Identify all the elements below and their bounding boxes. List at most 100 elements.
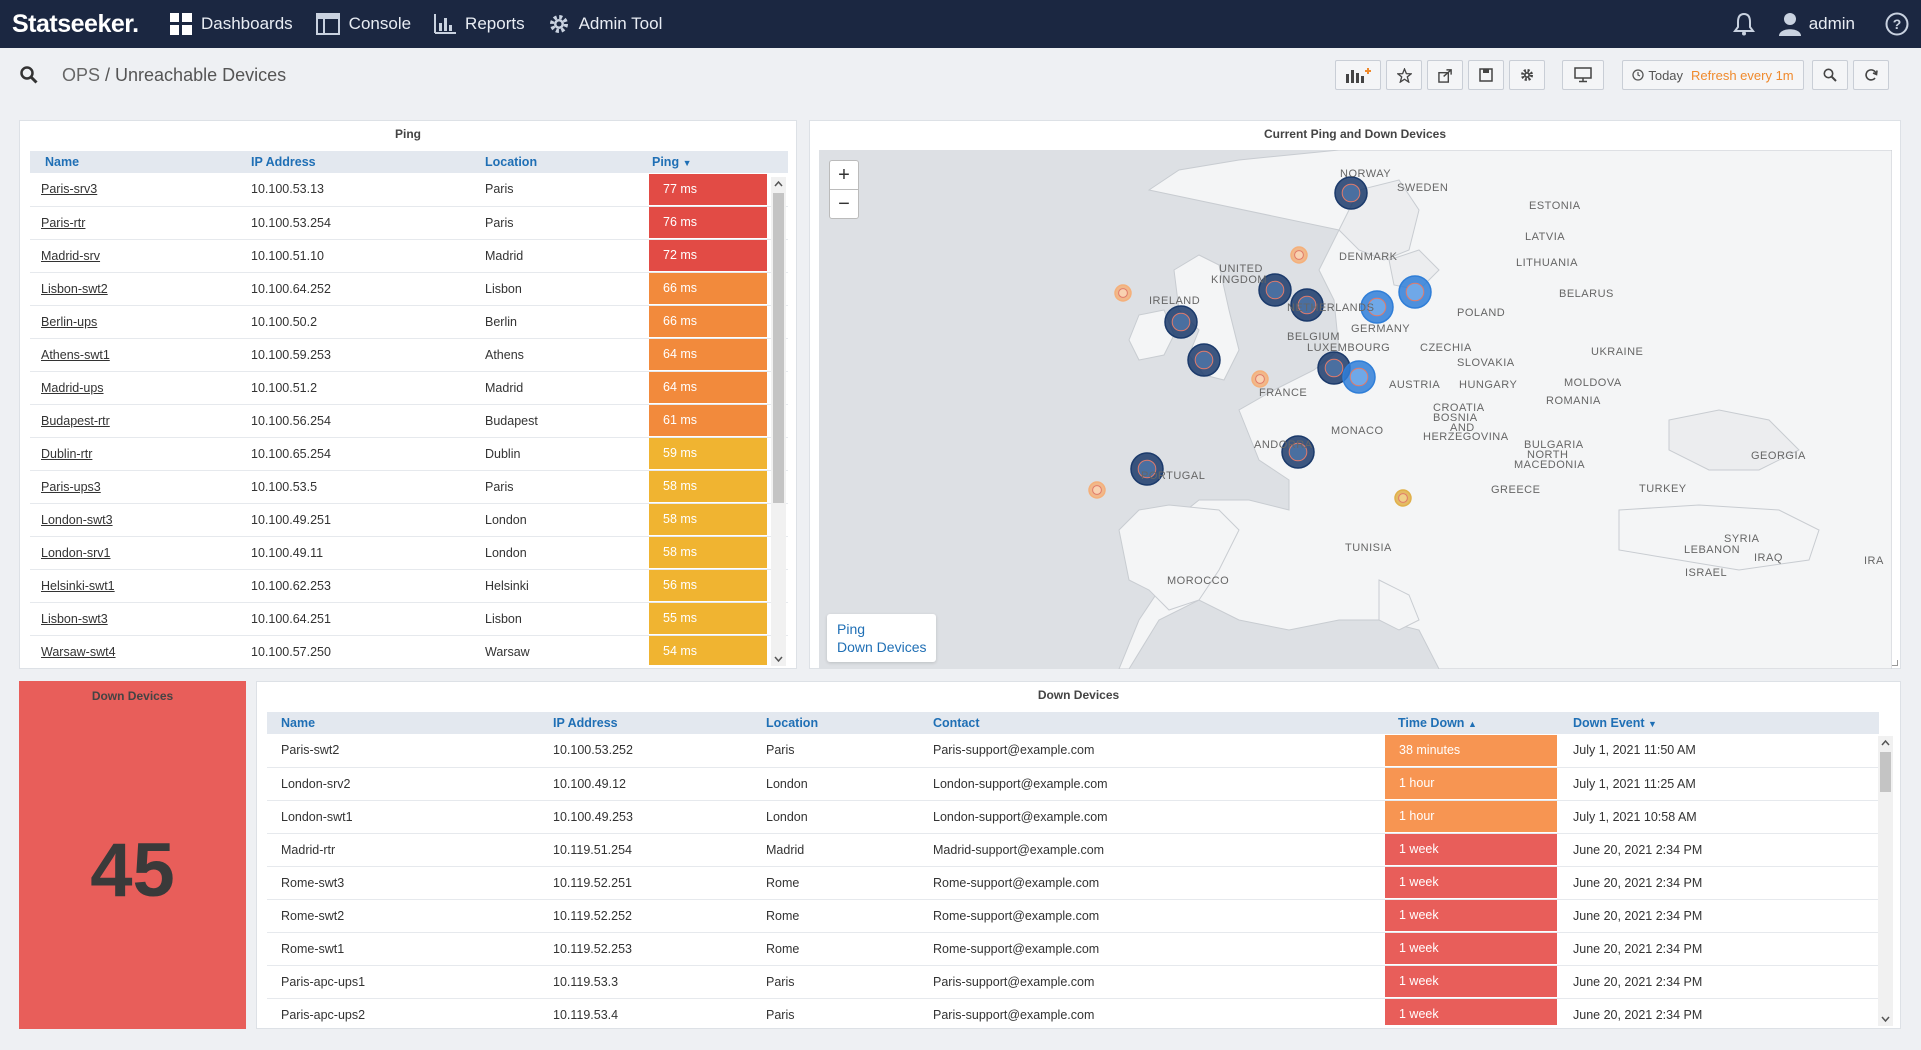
device-name-cell[interactable]: Helsinki-swt1 (30, 569, 248, 603)
table-row[interactable]: Budapest-rtr 10.100.56.254 Budapest 61 ms (30, 404, 788, 438)
col-time-down[interactable]: Time Down ▲ (1385, 712, 1560, 734)
col-name[interactable]: Name (267, 712, 540, 734)
table-row[interactable]: Lisbon-swt3 10.100.64.251 Lisbon 55 ms (30, 602, 788, 636)
table-row[interactable]: London-swt1 10.100.49.253 London London-sup… (267, 800, 1879, 834)
down-device-marker[interactable] (1258, 273, 1292, 307)
device-name-cell[interactable]: Budapest-rtr (30, 404, 248, 438)
table-row[interactable]: Paris-ups3 10.100.53.5 Paris 58 ms (30, 470, 788, 504)
table-row[interactable]: London-swt3 10.100.49.251 London 58 ms (30, 503, 788, 537)
ping-scrollbar[interactable] (771, 177, 786, 666)
col-location[interactable]: Location (753, 712, 920, 734)
table-row[interactable]: Madrid-rtr 10.119.51.254 Madrid Madrid-supp… (267, 833, 1879, 867)
device-name-link[interactable]: Berlin-ups (41, 314, 98, 329)
legend-down-devices[interactable]: Down Devices (837, 639, 927, 655)
ping-marker[interactable] (1398, 275, 1432, 309)
table-row[interactable]: Athens-swt1 10.100.59.253 Athens 64 ms (30, 338, 788, 372)
col-down-event[interactable]: Down Event ▼ (1560, 712, 1879, 734)
device-name-cell[interactable]: Berlin-ups (30, 305, 248, 339)
table-row[interactable]: Lisbon-swt2 10.100.64.252 Lisbon 66 ms (30, 272, 788, 306)
device-name-cell[interactable]: Paris-ups3 (30, 470, 248, 504)
col-contact[interactable]: Contact (920, 712, 1385, 734)
share-button[interactable] (1427, 60, 1463, 90)
device-name-cell[interactable]: Madrid-srv (30, 239, 248, 273)
col-ping[interactable]: Ping ▼ (649, 151, 788, 173)
col-location[interactable]: Location (482, 151, 649, 173)
table-row[interactable]: Berlin-ups 10.100.50.2 Berlin 66 ms (30, 305, 788, 339)
ping-marker[interactable] (1088, 481, 1106, 499)
device-name-link[interactable]: London-srv1 (41, 545, 111, 560)
bell-icon[interactable] (1732, 12, 1755, 36)
brand-logo[interactable]: Statseeker. (12, 9, 139, 38)
add-panel-button[interactable] (1335, 60, 1381, 90)
time-range-button[interactable]: Today Refresh every 1m (1622, 60, 1804, 90)
table-row[interactable]: Rome-swt1 10.119.52.253 Rome Rome-support@e… (267, 932, 1879, 966)
col-ip[interactable]: IP Address (540, 712, 753, 734)
device-name-link[interactable]: Warsaw-swt4 (41, 644, 116, 659)
breadcrumb-root[interactable]: OPS (62, 64, 101, 85)
col-ip[interactable]: IP Address (248, 151, 482, 173)
ping-marker[interactable] (1114, 284, 1132, 302)
table-row[interactable]: Madrid-ups 10.100.51.2 Madrid 64 ms (30, 371, 788, 405)
table-row[interactable]: Dublin-rtr 10.100.65.254 Dublin 59 ms (30, 437, 788, 471)
map-view[interactable]: NORWAY SWEDEN ESTONIA LATVIA DENMARK LITHUANI… (819, 150, 1892, 669)
down-device-marker[interactable] (1187, 343, 1221, 377)
ping-scroll-thumb[interactable] (773, 193, 784, 503)
zoom-in-button[interactable]: + (829, 160, 859, 190)
device-name-link[interactable]: Athens-swt1 (41, 347, 110, 362)
device-name-cell[interactable]: Warsaw-swt4 (30, 635, 248, 665)
table-row[interactable]: Paris-rtr 10.100.53.254 Paris 76 ms (30, 206, 788, 240)
nav-dashboards[interactable]: Dashboards (170, 13, 293, 35)
ping-marker[interactable] (1290, 246, 1308, 264)
nav-reports[interactable]: Reports (434, 14, 525, 34)
ping-marker[interactable] (1342, 360, 1376, 394)
device-name-link[interactable]: Paris-rtr (41, 215, 86, 230)
table-row[interactable]: Paris-srv3 10.100.53.13 Paris 77 ms (30, 173, 788, 207)
table-row[interactable]: Paris-apc-ups2 10.119.53.4 Paris Paris-supp… (267, 998, 1879, 1025)
device-name-link[interactable]: Madrid-ups (41, 380, 104, 395)
device-name-cell[interactable]: Madrid-ups (30, 371, 248, 405)
help-icon[interactable]: ? (1885, 12, 1909, 36)
down-scroll-thumb[interactable] (1880, 752, 1891, 792)
down-device-marker[interactable] (1164, 305, 1198, 339)
col-name[interactable]: Name (30, 151, 248, 173)
nav-console[interactable]: Console (315, 13, 411, 35)
down-device-marker[interactable] (1130, 452, 1164, 486)
refresh-button[interactable] (1853, 60, 1889, 90)
device-name-cell[interactable]: London-swt3 (30, 503, 248, 537)
device-name-cell[interactable]: Lisbon-swt2 (30, 272, 248, 306)
search-icon[interactable] (20, 66, 38, 84)
map-canvas[interactable] (819, 150, 1892, 669)
resize-handle[interactable] (1892, 660, 1898, 666)
down-device-marker[interactable] (1334, 176, 1368, 210)
device-name-link[interactable]: Dublin-rtr (41, 446, 93, 461)
user-name[interactable]: admin (1808, 14, 1855, 33)
settings-button[interactable] (1509, 60, 1545, 90)
user-icon[interactable] (1778, 12, 1801, 36)
device-name-cell[interactable]: Dublin-rtr (30, 437, 248, 471)
scroll-down-icon[interactable] (1878, 1012, 1893, 1026)
ping-marker[interactable] (1394, 489, 1412, 507)
device-name-cell[interactable]: Paris-rtr (30, 206, 248, 240)
table-row[interactable]: London-srv1 10.100.49.11 London 58 ms (30, 536, 788, 570)
device-name-link[interactable]: Paris-ups3 (41, 479, 101, 494)
device-name-cell[interactable]: Paris-srv3 (30, 173, 248, 207)
table-row[interactable]: Warsaw-swt4 10.100.57.250 Warsaw 54 ms (30, 635, 788, 665)
favorite-button[interactable] (1386, 60, 1422, 90)
zoom-out-button[interactable]: − (829, 189, 859, 219)
table-row[interactable]: Rome-swt2 10.119.52.252 Rome Rome-support@e… (267, 899, 1879, 933)
down-scrollbar[interactable] (1878, 736, 1893, 1026)
zoom-time-button[interactable] (1812, 60, 1848, 90)
scroll-up-icon[interactable] (1878, 736, 1893, 750)
nav-admin-tool[interactable]: Admin Tool (548, 13, 662, 35)
device-name-cell[interactable]: Athens-swt1 (30, 338, 248, 372)
device-name-link[interactable]: London-swt3 (41, 512, 113, 527)
scroll-down-icon[interactable] (771, 652, 786, 666)
device-name-link[interactable]: Lisbon-swt3 (41, 611, 108, 626)
scroll-up-icon[interactable] (771, 177, 786, 191)
device-name-link[interactable]: Budapest-rtr (41, 413, 110, 428)
device-name-link[interactable]: Paris-srv3 (41, 182, 98, 197)
table-row[interactable]: Rome-swt3 10.119.52.251 Rome Rome-support@e… (267, 866, 1879, 900)
device-name-link[interactable]: Lisbon-swt2 (41, 281, 108, 296)
device-name-link[interactable]: Madrid-srv (41, 248, 101, 263)
tv-mode-button[interactable] (1562, 60, 1604, 90)
